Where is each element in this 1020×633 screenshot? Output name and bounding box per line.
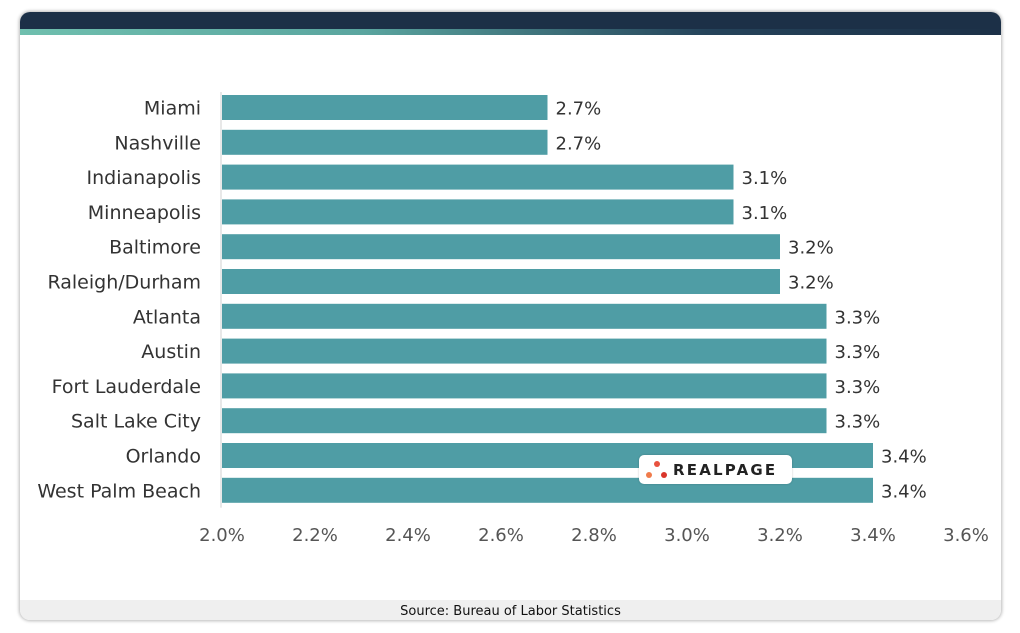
data-label: 3.3% [835, 412, 881, 433]
data-label: 3.4% [881, 447, 927, 468]
x-tick-label: 3.4% [850, 525, 896, 546]
category-label: Atlanta [133, 306, 201, 328]
logo-dot [661, 471, 667, 478]
logo-wordmark: REALPAGE [673, 460, 778, 479]
header-accent-strip [20, 29, 1001, 35]
bar [222, 373, 827, 399]
x-tick-label: 2.0% [199, 525, 245, 546]
bar [222, 95, 548, 120]
bar [222, 303, 827, 329]
category-label: Miami [144, 98, 201, 120]
category-label: Austin [141, 341, 201, 363]
data-label: 3.1% [742, 203, 788, 224]
category-label: Raleigh/Durham [47, 272, 201, 294]
x-tick-label: 3.6% [943, 525, 989, 546]
category-label: Fort Lauderdale [52, 376, 201, 398]
data-label: 3.1% [742, 168, 788, 189]
category-label: Baltimore [109, 237, 201, 259]
data-label: 3.2% [788, 273, 834, 294]
logo-dot [646, 471, 652, 478]
x-tick-label: 3.2% [757, 525, 803, 546]
data-label: 2.7% [556, 99, 602, 120]
data-label: 3.3% [835, 307, 881, 328]
bar [222, 338, 827, 364]
category-label: Indianapolis [87, 167, 201, 189]
data-label: 3.3% [835, 342, 881, 363]
bar [222, 408, 827, 434]
bar [222, 234, 780, 260]
bar [222, 269, 780, 294]
header-bar [20, 12, 1001, 34]
data-label: 3.2% [788, 238, 834, 259]
data-label: 2.7% [556, 133, 602, 154]
source-note: Source: Bureau of Labor Statistics [400, 604, 621, 619]
data-label: 3.4% [881, 481, 927, 502]
realpage-logo: REALPAGE [639, 455, 792, 484]
bar [222, 129, 548, 155]
logo-dot [654, 460, 660, 467]
x-tick-label: 2.2% [292, 525, 338, 546]
category-label: West Palm Beach [37, 480, 201, 502]
x-tick-label: 2.6% [478, 525, 524, 546]
footer-bar [20, 600, 1001, 620]
data-label: 3.3% [835, 377, 881, 398]
bar [222, 164, 734, 190]
x-tick-label: 2.4% [385, 525, 431, 546]
category-label: Salt Lake City [71, 411, 201, 433]
bar [222, 199, 734, 225]
realpage-dots-icon [646, 460, 668, 479]
x-tick-label: 2.8% [571, 525, 617, 546]
x-tick-label: 3.0% [664, 525, 710, 546]
category-label: Minneapolis [88, 202, 201, 224]
category-label: Orlando [126, 446, 201, 468]
category-label: Nashville [114, 132, 201, 154]
